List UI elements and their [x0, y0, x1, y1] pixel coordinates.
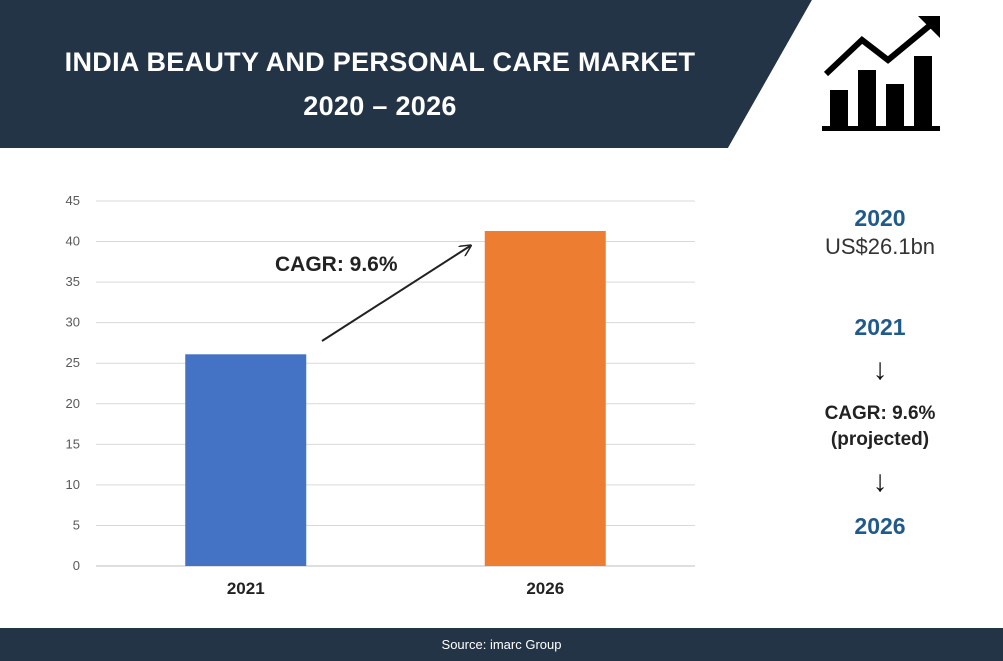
side-cagr-projected: (projected) [830, 429, 930, 450]
bar-2026 [484, 231, 606, 566]
side-panel: 2020 US$26.1bn 2021 ↓ CAGR: 9.6% (projec… [790, 205, 970, 540]
page-title: INDIA BEAUTY AND PERSONAL CARE MARKET 20… [0, 40, 760, 128]
side-year-start: 2020 [854, 205, 906, 231]
y-tick-label: 45 [66, 193, 80, 208]
side-year-end: 2026 [854, 513, 906, 539]
title-line-1: INDIA BEAUTY AND PERSONAL CARE MARKET [64, 47, 696, 77]
side-market-value: US$26.1bn [824, 234, 936, 259]
y-tick-label: 10 [66, 477, 80, 492]
footer-source: Source: imarc Group [0, 628, 1003, 661]
bar-chart: 0 5 10 15 20 25 30 35 40 45 2021 2026 CAGR: 9.6% [66, 193, 695, 598]
header-band: INDIA BEAUTY AND PERSONAL CARE MARKET 20… [0, 0, 1003, 148]
side-year-mid: 2021 [854, 314, 906, 340]
cagr-arrow [321, 246, 470, 342]
x-tick-label: 2026 [526, 579, 564, 598]
title-line-2: 2020 – 2026 [303, 91, 457, 121]
y-tick-label: 35 [66, 274, 80, 289]
y-tick-label: 5 [73, 517, 80, 532]
arrow-down-icon: ↓ [872, 353, 888, 386]
y-tick-label: 20 [66, 396, 80, 411]
y-tick-label: 15 [66, 436, 80, 451]
side-cagr-value: CAGR: 9.6% [824, 403, 936, 424]
y-tick-label: 40 [66, 234, 80, 249]
cagr-annotation: CAGR: 9.6% [275, 253, 398, 276]
bar-2021 [185, 354, 307, 566]
arrow-down-icon: ↓ [872, 465, 888, 498]
y-tick-label: 30 [66, 315, 80, 330]
y-tick-label: 0 [73, 558, 80, 573]
y-tick-label: 25 [66, 355, 80, 370]
bar-chart-trend-up-icon [822, 16, 940, 131]
x-tick-label: 2021 [227, 579, 265, 598]
